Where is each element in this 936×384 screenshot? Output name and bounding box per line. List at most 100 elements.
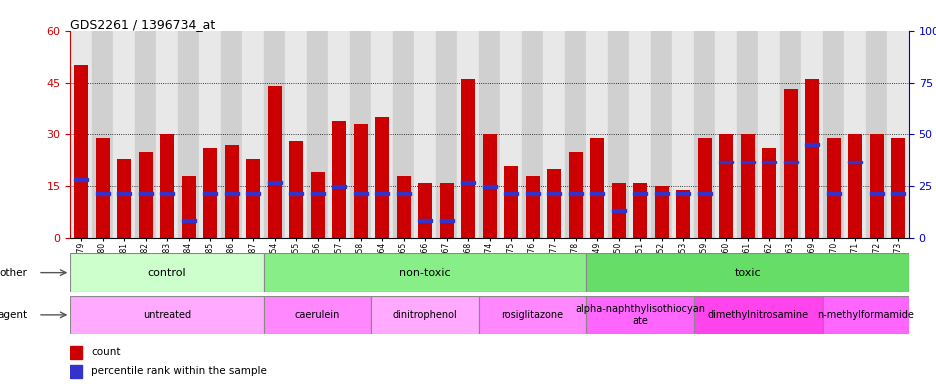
Bar [718,161,732,164]
Bar [160,192,174,195]
Bar [869,134,883,238]
Bar [672,31,694,238]
Bar [651,31,672,238]
Bar [800,31,822,238]
Bar [135,31,156,238]
Bar [847,161,861,164]
Bar [371,31,392,238]
Bar [285,31,306,238]
Bar [525,176,539,238]
Bar [289,141,302,238]
Bar [478,296,586,334]
Bar [804,79,818,238]
Bar [694,296,822,334]
Bar [374,117,388,238]
Bar [374,192,388,195]
Bar [826,138,840,238]
Bar [568,152,582,238]
Bar [70,296,264,334]
Bar [221,31,242,238]
Bar [676,190,689,238]
Bar [225,192,239,195]
Bar [203,148,217,238]
Bar [890,138,904,238]
Bar [203,192,217,195]
Text: GDS2261 / 1396734_at: GDS2261 / 1396734_at [70,18,215,31]
Bar [736,31,757,238]
Bar [353,192,367,195]
Bar [718,134,732,238]
Bar [392,31,414,238]
Text: dinitrophenol: dinitrophenol [392,310,457,320]
Bar [439,183,453,238]
Bar [139,192,153,195]
Bar [246,192,260,195]
Bar [113,31,135,238]
Bar [697,192,710,195]
Bar [865,31,886,238]
Bar [590,138,604,238]
Bar [268,181,281,184]
Bar [629,31,651,238]
Bar [435,31,457,238]
Bar [586,253,908,292]
Bar [225,145,239,238]
Bar [611,183,625,238]
Bar [886,31,908,238]
Bar [761,161,775,164]
Bar [525,192,539,195]
Bar [95,192,110,195]
Bar [289,192,302,195]
Bar [139,152,153,238]
Bar [694,31,714,238]
Bar [869,192,883,195]
Text: non-toxic: non-toxic [399,268,450,278]
Bar [822,31,843,238]
Bar [633,192,647,195]
Bar [371,296,478,334]
Bar [739,134,753,238]
Bar [242,31,264,238]
Text: percentile rank within the sample: percentile rank within the sample [91,366,267,376]
Bar [264,31,285,238]
Bar [417,219,431,222]
Text: n-methylformamide: n-methylformamide [816,310,914,320]
Bar [439,219,453,222]
Text: caerulein: caerulein [295,310,340,320]
Text: control: control [148,268,186,278]
Bar [414,31,435,238]
Bar [826,192,840,195]
Bar [117,159,131,238]
Text: rosiglitazone: rosiglitazone [501,310,563,320]
Bar [676,192,689,195]
Bar [182,219,196,222]
Bar [70,365,81,378]
Bar [310,192,324,195]
Bar [607,31,629,238]
Bar [331,121,345,238]
Bar [353,124,367,238]
Bar [779,31,800,238]
Bar [457,31,478,238]
Bar [306,31,328,238]
Bar [782,89,797,238]
Bar [804,143,818,146]
Bar [264,296,371,334]
Bar [504,166,518,238]
Bar [757,31,779,238]
Bar [328,31,349,238]
Bar [586,296,694,334]
Bar [396,192,410,195]
Bar [264,253,586,292]
Bar [547,169,561,238]
Bar [654,192,668,195]
Bar [160,134,174,238]
Bar [500,31,521,238]
Bar [70,346,81,359]
Bar [697,138,710,238]
Bar [70,253,264,292]
Bar [182,176,196,238]
Bar [461,181,475,184]
Bar [843,31,865,238]
Bar [782,161,797,164]
